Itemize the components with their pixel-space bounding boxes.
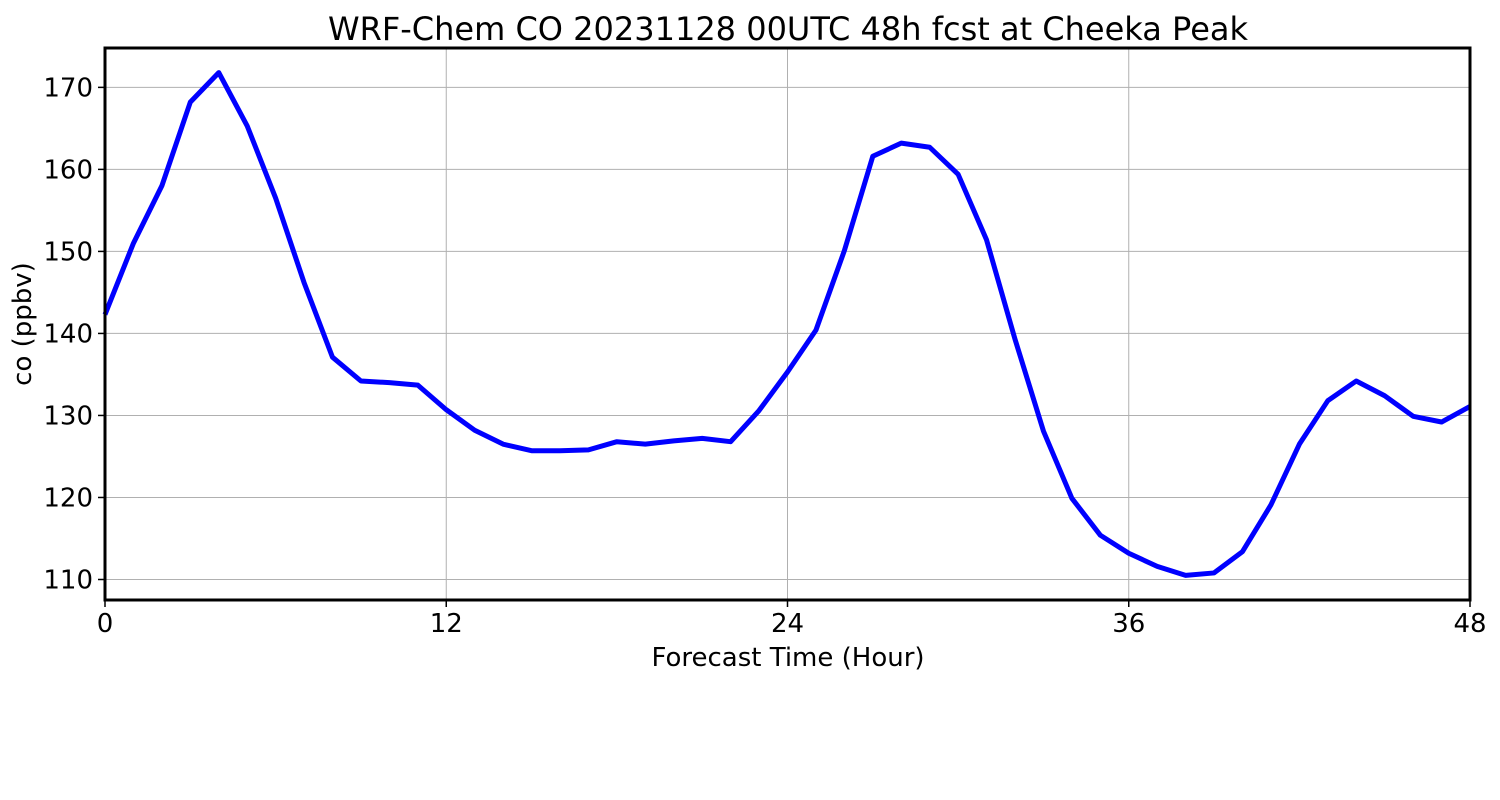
axis-ticks: 0 12 24 36 48 110 120 130 140 150 160 170 bbox=[43, 73, 1486, 639]
y-tick-label: 130 bbox=[43, 401, 93, 431]
plot-frame bbox=[103, 46, 1472, 602]
x-axis-label: Forecast Time (Hour) bbox=[651, 643, 924, 673]
y-tick-label: 170 bbox=[43, 73, 93, 103]
x-tick-label: 12 bbox=[430, 609, 463, 639]
y-tick-label: 110 bbox=[43, 565, 93, 595]
y-tick-label: 150 bbox=[43, 237, 93, 267]
y-tick-label: 140 bbox=[43, 319, 93, 349]
y-tick-label: 160 bbox=[43, 155, 93, 185]
chart-title: WRF-Chem CO 20231128 00UTC 48h fcst at C… bbox=[328, 10, 1249, 48]
x-tick-label: 0 bbox=[97, 609, 114, 639]
y-axis-label: co (ppbv) bbox=[8, 262, 38, 386]
x-tick-label: 48 bbox=[1453, 609, 1486, 639]
y-tick-label: 120 bbox=[43, 483, 93, 513]
x-tick-label: 24 bbox=[771, 609, 804, 639]
x-tick-label: 36 bbox=[1112, 609, 1145, 639]
